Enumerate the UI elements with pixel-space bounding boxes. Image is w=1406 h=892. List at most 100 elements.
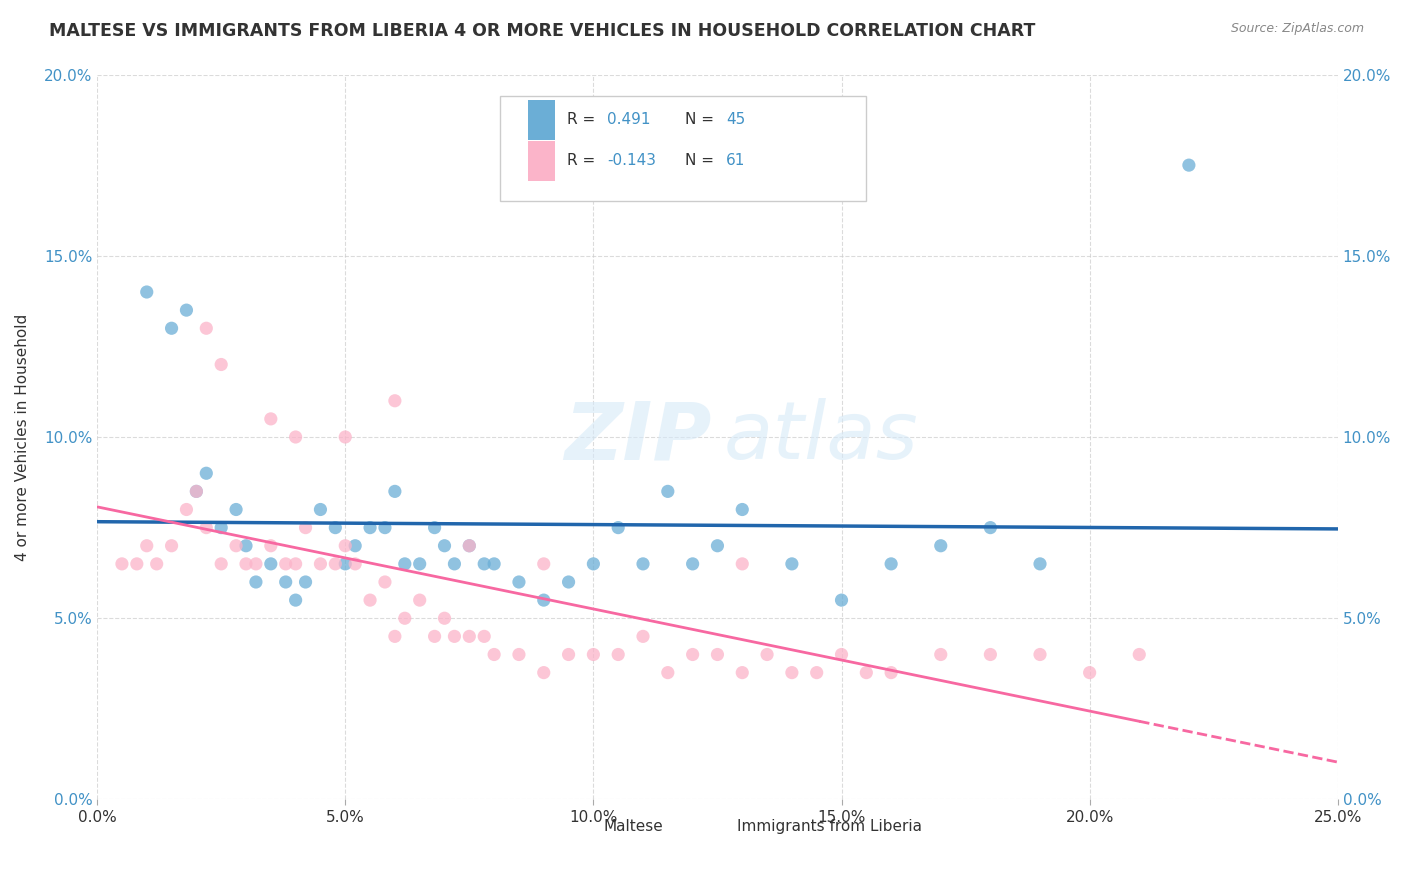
Point — [145, 557, 167, 571]
Point — [135, 285, 157, 299]
Point — [335, 557, 357, 571]
Point — [657, 665, 679, 680]
Point — [160, 321, 183, 335]
Point — [979, 521, 1001, 535]
Point — [731, 665, 754, 680]
Point — [186, 484, 208, 499]
Point — [508, 648, 530, 662]
Point — [260, 557, 283, 571]
Point — [125, 557, 148, 571]
Point — [831, 593, 853, 607]
Point — [631, 629, 654, 643]
Point — [557, 574, 579, 589]
Point — [929, 648, 952, 662]
Point — [384, 629, 406, 643]
Point — [582, 648, 605, 662]
Point — [359, 593, 381, 607]
Point — [186, 484, 208, 499]
Point — [443, 557, 465, 571]
Point — [533, 557, 555, 571]
Point — [472, 629, 495, 643]
Text: 0.491: 0.491 — [607, 112, 651, 128]
Point — [482, 648, 505, 662]
Point — [245, 557, 267, 571]
Point — [557, 648, 579, 662]
Point — [374, 521, 396, 535]
Point — [458, 539, 481, 553]
Point — [831, 648, 853, 662]
Point — [225, 502, 247, 516]
Point — [335, 539, 357, 553]
Point — [1029, 648, 1052, 662]
FancyBboxPatch shape — [501, 96, 866, 202]
Point — [394, 557, 416, 571]
Point — [533, 665, 555, 680]
Point — [209, 521, 232, 535]
Point — [433, 611, 456, 625]
Point — [706, 539, 728, 553]
Point — [682, 648, 704, 662]
Point — [294, 574, 316, 589]
Point — [284, 430, 307, 444]
Point — [323, 521, 346, 535]
Point — [731, 502, 754, 516]
Point — [1178, 158, 1201, 172]
Point — [274, 557, 297, 571]
Point — [309, 502, 332, 516]
Point — [359, 521, 381, 535]
Text: 45: 45 — [725, 112, 745, 128]
Y-axis label: 4 or more Vehicles in Household: 4 or more Vehicles in Household — [15, 313, 30, 561]
Point — [111, 557, 134, 571]
Point — [260, 539, 283, 553]
Point — [209, 557, 232, 571]
Point — [482, 557, 505, 571]
Point — [409, 593, 432, 607]
Point — [443, 629, 465, 643]
Point — [309, 557, 332, 571]
Point — [284, 557, 307, 571]
Point — [160, 539, 183, 553]
Point — [294, 521, 316, 535]
Point — [225, 539, 247, 553]
Point — [458, 629, 481, 643]
Text: atlas: atlas — [724, 398, 918, 476]
Point — [323, 557, 346, 571]
Point — [195, 467, 218, 481]
Point — [235, 557, 257, 571]
Point — [780, 557, 803, 571]
Point — [472, 557, 495, 571]
Point — [508, 574, 530, 589]
Text: Source: ZipAtlas.com: Source: ZipAtlas.com — [1230, 22, 1364, 36]
FancyBboxPatch shape — [527, 141, 555, 180]
FancyBboxPatch shape — [527, 100, 555, 140]
Point — [335, 430, 357, 444]
Point — [245, 574, 267, 589]
Point — [344, 539, 367, 553]
Point — [209, 358, 232, 372]
Text: Immigrants from Liberia: Immigrants from Liberia — [737, 819, 922, 834]
Point — [235, 539, 257, 553]
Point — [423, 521, 446, 535]
Point — [423, 629, 446, 643]
Point — [195, 521, 218, 535]
Point — [607, 521, 630, 535]
Point — [260, 412, 283, 426]
Point — [979, 648, 1001, 662]
Point — [394, 611, 416, 625]
Point — [384, 484, 406, 499]
Text: -0.143: -0.143 — [607, 153, 657, 168]
Point — [582, 557, 605, 571]
Point — [706, 648, 728, 662]
Point — [374, 574, 396, 589]
Point — [458, 539, 481, 553]
Point — [274, 574, 297, 589]
Point — [135, 539, 157, 553]
Text: R =: R = — [568, 153, 600, 168]
Point — [1078, 665, 1101, 680]
Point — [631, 557, 654, 571]
Point — [176, 502, 198, 516]
Point — [533, 593, 555, 607]
Point — [1128, 648, 1150, 662]
FancyBboxPatch shape — [702, 818, 728, 836]
FancyBboxPatch shape — [568, 818, 596, 836]
